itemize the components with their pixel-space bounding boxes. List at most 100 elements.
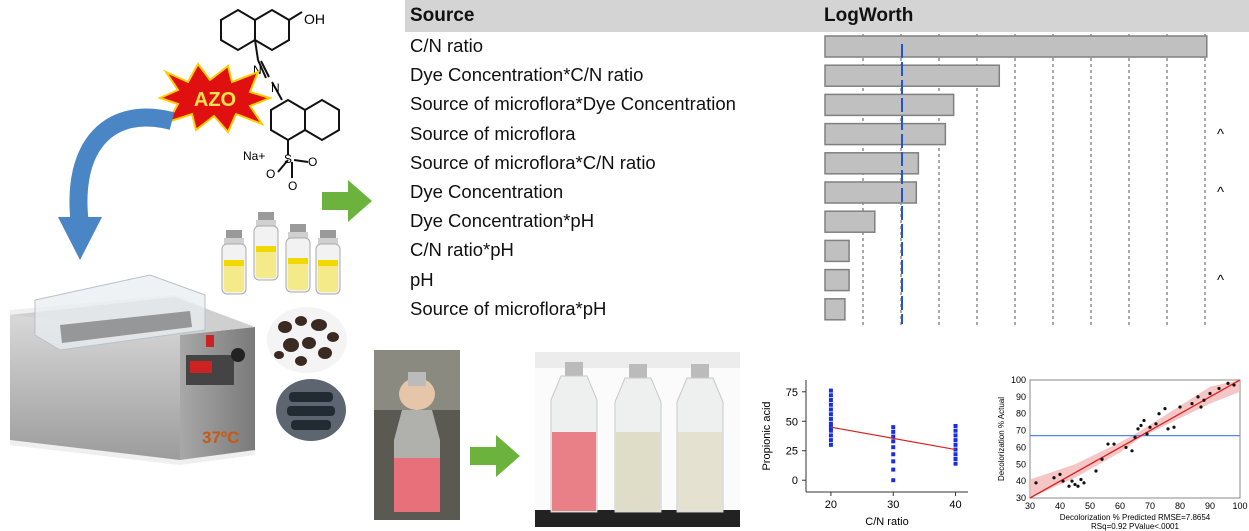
vials-image (221, 212, 341, 295)
x-tick-label: 90 (1205, 501, 1215, 511)
actual-by-predicted-chart: 30 40 50 60 70 80 90 100 30 40 50 60 70 80 90 100 Decolo… (997, 375, 1248, 531)
row-source-label: pH (410, 268, 434, 290)
data-point (828, 428, 833, 433)
data-point (828, 398, 833, 403)
o-label: O (308, 155, 317, 169)
data-point (1073, 482, 1077, 487)
x-tick-label: 40 (949, 499, 961, 511)
y-tick-label: 30 (1016, 493, 1026, 503)
azo-dye-structure: OH N N S O O O Na+ (220, 8, 340, 193)
arrow-right-icon (322, 180, 372, 222)
data-point (828, 421, 833, 426)
row-source-label: Source of microflora*pH (410, 297, 607, 319)
y-tick-label: 40 (1016, 476, 1026, 486)
data-point (1058, 472, 1062, 476)
o2-label: O (288, 179, 297, 193)
logworth-bar (824, 122, 947, 146)
data-point (891, 434, 896, 439)
logworth-bars (824, 34, 1208, 326)
y-tick-label: 75 (786, 387, 798, 399)
data-point (1100, 457, 1104, 461)
data-point (1106, 442, 1110, 446)
data-point (953, 456, 958, 461)
data-point (1052, 476, 1056, 480)
x-tick-label: 80 (1175, 501, 1185, 511)
data-point (1082, 481, 1086, 485)
data-point (1145, 432, 1149, 436)
data-point (1076, 484, 1080, 488)
data-point (953, 461, 958, 466)
x-tick-label: 20 (825, 499, 837, 511)
y-tick-label: 80 (1016, 409, 1026, 419)
logworth-bar (824, 152, 920, 175)
y-tick-label: 50 (1016, 459, 1026, 469)
y-tick-label: 25 (786, 446, 798, 458)
data-point (1232, 383, 1236, 387)
logworth-bar (824, 210, 876, 233)
data-point (828, 412, 833, 417)
data-point (953, 428, 958, 433)
data-point (1130, 449, 1134, 453)
data-point (828, 438, 833, 443)
o-minus-label: O (266, 167, 275, 181)
data-point (828, 433, 833, 438)
data-point (1142, 418, 1146, 423)
data-point (891, 425, 896, 430)
header-logworth: LogWorth (824, 5, 914, 26)
x-tick-label: 30 (887, 499, 899, 511)
data-point (1133, 435, 1137, 439)
data-point (1217, 386, 1221, 391)
row-source-label: Dye Concentration*pH (410, 210, 595, 232)
microflora-micrograph-image (276, 379, 346, 441)
n2-label: N (271, 81, 280, 95)
row-source-label: C/N ratio*pH (410, 239, 514, 261)
data-point (891, 429, 896, 434)
data-point (1124, 445, 1128, 450)
oh-label: OH (304, 11, 325, 27)
logworth-bar (824, 268, 850, 292)
data-point (891, 467, 896, 472)
y-tick-label: 100 (1011, 375, 1026, 385)
y-axis-label: Decolorization % Actual (997, 397, 1006, 481)
data-point (953, 433, 958, 438)
data-point (828, 442, 833, 447)
row-source-label: Source of microflora*Dye Concentration (410, 93, 736, 115)
logworth-bar (824, 181, 918, 204)
data-point (828, 416, 833, 421)
y-tick-label: 90 (1016, 392, 1026, 402)
data-point (1166, 427, 1170, 431)
x-tick-label: 30 (1025, 501, 1035, 511)
data-point (953, 423, 958, 428)
data-point (828, 402, 833, 407)
data-point (891, 459, 896, 464)
water-bath-image (10, 274, 255, 465)
data-point (1061, 479, 1065, 483)
table-header (405, 0, 1249, 32)
propionic-acid-chart: 0 25 50 75 20 30 40 C/N ratio Propionic acid (761, 380, 968, 528)
x-axis-label: C/N ratio (865, 516, 908, 528)
x-axis-stats-label: RSq=0.92 PValue<.0001 (1091, 522, 1179, 531)
data-point (1226, 381, 1230, 385)
data-point (953, 442, 958, 447)
data-point (1196, 395, 1200, 399)
y-tick-label: 70 (1016, 426, 1026, 436)
x-tick-label: 40 (1055, 501, 1065, 511)
x-tick-label: 60 (1115, 501, 1125, 511)
azo-starburst-badge: AZO (158, 62, 273, 134)
y-tick-label: 0 (792, 475, 798, 487)
data-point (1202, 398, 1206, 402)
header-source: Source (410, 5, 475, 26)
data-point (1178, 405, 1182, 409)
data-point (1172, 425, 1176, 429)
row-caret: ^ (1217, 184, 1225, 201)
row-source-label: Source of microflora (410, 122, 576, 144)
logworth-bar (824, 64, 1001, 87)
data-point (1163, 407, 1167, 411)
data-point (891, 445, 896, 450)
x-axis-label: Decolorization % Predicted RMSE=7.8654 (1060, 513, 1211, 522)
data-point (1070, 479, 1074, 483)
data-point (1094, 469, 1098, 473)
logworth-bar (824, 298, 846, 321)
data-point (1157, 412, 1161, 416)
data-point (891, 452, 896, 457)
